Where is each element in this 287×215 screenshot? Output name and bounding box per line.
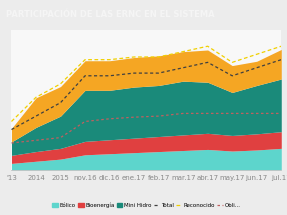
Legend: Eólico, Bioenergía, Mini Hidro, Total, Reconocido, Obli...: Eólico, Bioenergía, Mini Hidro, Total, R… <box>50 201 243 210</box>
Text: PARTICIPACIÓN DE LAS ERNC EN EL SISTEMA: PARTICIPACIÓN DE LAS ERNC EN EL SISTEMA <box>6 10 214 19</box>
